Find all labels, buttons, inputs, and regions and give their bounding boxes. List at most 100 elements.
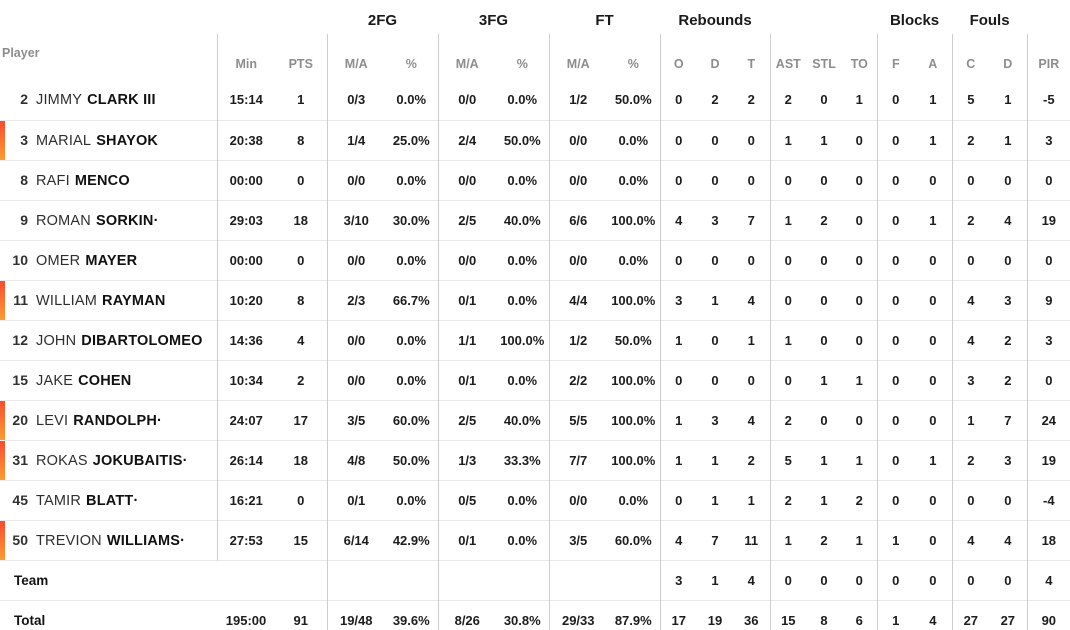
fouls-d-cell: 4 bbox=[989, 520, 1028, 560]
ft-pct-cell: 100.0% bbox=[607, 360, 661, 400]
player-name-cell[interactable]: 20 LEVI RANDOLPH · bbox=[0, 400, 218, 440]
reb-d-cell: 3 bbox=[711, 412, 719, 428]
min-cell: 195:00 bbox=[225, 612, 267, 628]
ft-ma-cell: 3/5 bbox=[569, 532, 588, 548]
blocks-f-cell: 0 bbox=[892, 572, 900, 588]
jersey-number: 20 bbox=[12, 411, 28, 428]
starter-mark: · bbox=[180, 532, 185, 549]
pts-cell: 4 bbox=[275, 320, 328, 360]
group-header-ft: FT bbox=[595, 11, 614, 29]
pts-cell: 0 bbox=[275, 240, 328, 280]
fg2-ma-cell: 2/3 bbox=[347, 292, 366, 308]
fg3-ma-cell: 0/0 bbox=[458, 92, 477, 108]
fouls-c-cell: 5 bbox=[967, 92, 975, 108]
fg2-ma-cell bbox=[327, 560, 385, 600]
pir-cell: -4 bbox=[1043, 492, 1055, 508]
fg3-ma-cell: 0/5 bbox=[458, 492, 477, 508]
to-cell: 0 bbox=[842, 560, 878, 600]
ft-pct-cell: 60.0% bbox=[607, 520, 661, 560]
min-cell: 15:14 bbox=[229, 92, 263, 108]
col-header-blocks-a: A bbox=[914, 34, 953, 80]
fg2-pct-cell: 0.0% bbox=[385, 240, 439, 280]
fouls-c-cell: 2 bbox=[967, 132, 975, 148]
blocks-f-cell: 0 bbox=[892, 332, 900, 348]
pts-cell bbox=[275, 560, 328, 600]
group-header-blocks: Blocks bbox=[889, 11, 940, 29]
player-name-cell[interactable]: 50 TREVION WILLIAMS · bbox=[0, 520, 218, 560]
player-name-cell[interactable]: 31 ROKAS JOKUBAITIS · bbox=[0, 440, 218, 480]
player-name-cell[interactable]: 15 JAKE COHEN bbox=[0, 360, 218, 400]
fouls-c-cell: 27 bbox=[963, 612, 979, 628]
stl-cell: 0 bbox=[820, 292, 828, 308]
fouls-c-cell: 0 bbox=[967, 252, 975, 268]
fg3-ma-cell: 8/26 bbox=[454, 612, 480, 628]
player-row: 9 ROMAN SORKIN · 29:03 18 3/10 30.0% 2/5… bbox=[0, 200, 1070, 240]
jersey-number: 15 bbox=[12, 371, 28, 388]
fg2-ma-cell: 0/3 bbox=[347, 92, 366, 108]
player-row: 50 TREVION WILLIAMS · 27:53 15 6/14 42.9… bbox=[0, 520, 1070, 560]
player-row: 8 RAFI MENCO 00:00 0 0/0 0.0% 0/0 0.0% 0… bbox=[0, 160, 1070, 200]
fg3-ma-cell: 2/4 bbox=[458, 132, 477, 148]
jersey-number: 9 bbox=[20, 211, 28, 228]
ft-ma-cell: 0/0 bbox=[569, 492, 588, 508]
fg3-pct-cell: 33.3% bbox=[496, 440, 550, 480]
ft-pct-cell: 0.0% bbox=[607, 240, 661, 280]
fg3-pct-cell: 0.0% bbox=[496, 480, 550, 520]
player-name-cell[interactable]: 8 RAFI MENCO bbox=[0, 160, 218, 200]
fouls-c-cell: 0 bbox=[967, 572, 975, 588]
stl-cell: 8 bbox=[820, 612, 828, 628]
jersey-number: 3 bbox=[20, 131, 28, 148]
player-name-cell[interactable]: 3 MARIAL SHAYOK bbox=[0, 120, 218, 160]
fouls-d-cell: 3 bbox=[989, 440, 1028, 480]
min-cell: 14:36 bbox=[229, 332, 263, 348]
to-cell: 6 bbox=[842, 600, 878, 630]
col-header-reb-d: D bbox=[710, 57, 720, 71]
fg3-ma-cell: 1/3 bbox=[458, 452, 477, 468]
team-row: Team 3 1 4 0 0 0 0 0 0 0 4 bbox=[0, 560, 1070, 600]
ft-ma-cell: 1/2 bbox=[569, 92, 588, 108]
fg3-pct-cell: 0.0% bbox=[496, 360, 550, 400]
fouls-c-cell: 2 bbox=[967, 452, 975, 468]
player-last-name: MENCO bbox=[74, 172, 130, 189]
reb-t-cell: 0 bbox=[733, 160, 771, 200]
fg2-pct-cell: 30.0% bbox=[385, 200, 439, 240]
fg2-ma-cell: 19/48 bbox=[339, 612, 373, 628]
blocks-a-cell: 1 bbox=[914, 440, 953, 480]
players-body: 2 JIMMY CLARK III 15:14 1 0/3 0.0% 0/0 0… bbox=[0, 80, 1070, 560]
fg3-pct-cell: 50.0% bbox=[496, 120, 550, 160]
ft-pct-cell: 0.0% bbox=[607, 480, 661, 520]
col-header-fouls-d: D bbox=[989, 34, 1028, 80]
ft-ma-cell: 4/4 bbox=[569, 292, 588, 308]
player-name-cell[interactable]: 2 JIMMY CLARK III bbox=[0, 80, 218, 120]
jersey-number: 12 bbox=[12, 331, 28, 348]
ast-cell: 15 bbox=[781, 612, 796, 628]
player-last-name: MAYER bbox=[85, 252, 138, 269]
player-name-cell[interactable]: 10 OMER MAYER bbox=[0, 240, 218, 280]
player-name-cell[interactable]: 45 TAMIR BLATT · bbox=[0, 480, 218, 520]
col-header-stl: STL bbox=[812, 57, 836, 71]
fg3-pct-cell bbox=[496, 560, 550, 600]
jersey-number: 8 bbox=[20, 171, 28, 188]
to-cell: 0 bbox=[842, 120, 878, 160]
jersey-number: 31 bbox=[12, 451, 28, 468]
to-cell: 1 bbox=[842, 360, 878, 400]
player-name-cell[interactable]: 12 JOHN DIBARTOLOMEO bbox=[0, 320, 218, 360]
reb-t-cell: 0 bbox=[733, 360, 771, 400]
player-last-name: WILLIAMS bbox=[106, 532, 181, 549]
player-first-name: TREVION bbox=[36, 532, 102, 549]
reb-d-cell: 1 bbox=[711, 572, 719, 588]
blocks-a-cell: 0 bbox=[914, 160, 953, 200]
starter-mark: · bbox=[133, 492, 139, 509]
blocks-f-cell: 0 bbox=[892, 492, 900, 508]
blocks-a-cell: 1 bbox=[914, 120, 953, 160]
group-spacer bbox=[1027, 0, 1070, 34]
player-name-cell[interactable]: 11 WILLIAM RAYMAN bbox=[0, 280, 218, 320]
reb-d-cell: 0 bbox=[711, 252, 719, 268]
group-header-fouls: Fouls bbox=[969, 11, 1010, 29]
stl-cell: 0 bbox=[820, 252, 828, 268]
fg3-pct-cell: 30.8% bbox=[496, 600, 550, 630]
player-name-cell[interactable]: 9 ROMAN SORKIN · bbox=[0, 200, 218, 240]
fg2-pct-cell: 66.7% bbox=[385, 280, 439, 320]
fouls-c-cell: 0 bbox=[967, 172, 975, 188]
